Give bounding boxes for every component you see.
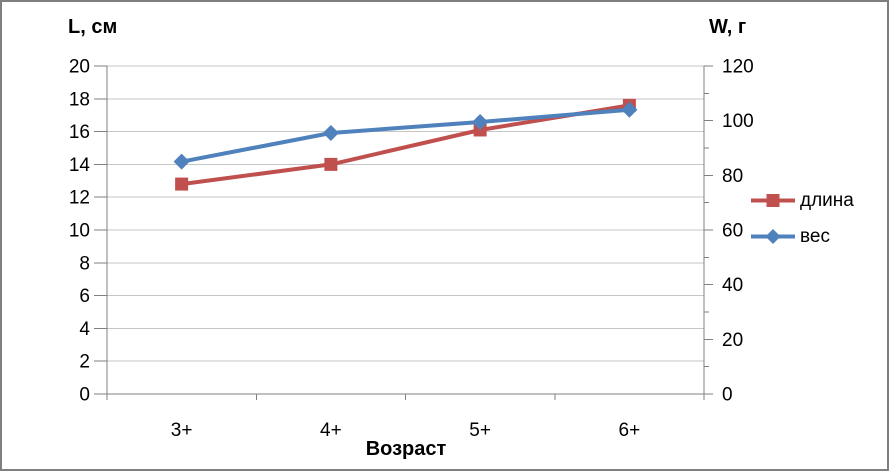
left-axis-tick-label: 14 (69, 155, 91, 176)
x-axis-category-label: 3+ (171, 420, 193, 441)
x-axis-title: Возраст (365, 438, 447, 460)
axes (94, 65, 713, 400)
legend: длина вес (751, 189, 854, 248)
data-point-square (175, 177, 189, 191)
left-axis-tick-label: 6 (79, 286, 90, 307)
right-axis-tick-label: 40 (722, 275, 743, 296)
left-axis-title: L, см (68, 16, 118, 38)
right-axis-title: W, г (709, 16, 747, 38)
diamond-marker-icon (751, 229, 795, 244)
right-axis-tick-label: 20 (722, 330, 743, 351)
left-axis-tick-label: 4 (79, 319, 90, 340)
legend-label-length: длина (800, 189, 854, 211)
data-point-square (324, 157, 338, 171)
right-axis-tick-label: 100 (722, 111, 754, 132)
legend-label-weight: вес (800, 225, 830, 247)
left-axis-tick-label: 16 (69, 122, 90, 143)
right-axis-tick-label: 60 (722, 221, 743, 242)
series-длина (175, 98, 636, 191)
left-axis-tick-label: 20 (69, 57, 90, 78)
gridlines (107, 65, 704, 362)
data-point-diamond (472, 114, 489, 131)
right-axis-tick-label: 0 (722, 385, 733, 406)
tick-labels: 0 2 4 6 8 10 12 14 16 18 20 0 20 40 60 80 100 120 3+ 4+ 5+ 6+ (69, 57, 754, 442)
left-axis-tick-label: 8 (79, 253, 90, 274)
data-point-diamond (621, 101, 638, 118)
series-вес (173, 101, 638, 170)
x-axis-category-label: 6+ (619, 420, 641, 441)
legend-item-weight: вес (751, 225, 854, 248)
right-axis-tick-label: 120 (722, 57, 754, 78)
left-axis-tick-label: 2 (79, 352, 90, 373)
left-axis-tick-label: 10 (69, 221, 90, 242)
left-axis-tick-label: 0 (79, 385, 90, 406)
x-axis-category-label: 5+ (469, 420, 491, 441)
left-axis-tick-label: 12 (69, 188, 90, 209)
legend-item-length: длина (751, 189, 854, 212)
x-axis-category-label: 4+ (320, 420, 342, 441)
data-point-diamond (322, 124, 339, 141)
right-axis-tick-label: 80 (722, 166, 743, 187)
left-axis-tick-label: 18 (69, 89, 90, 110)
square-marker-icon (751, 194, 795, 207)
data-point-diamond (173, 153, 190, 170)
